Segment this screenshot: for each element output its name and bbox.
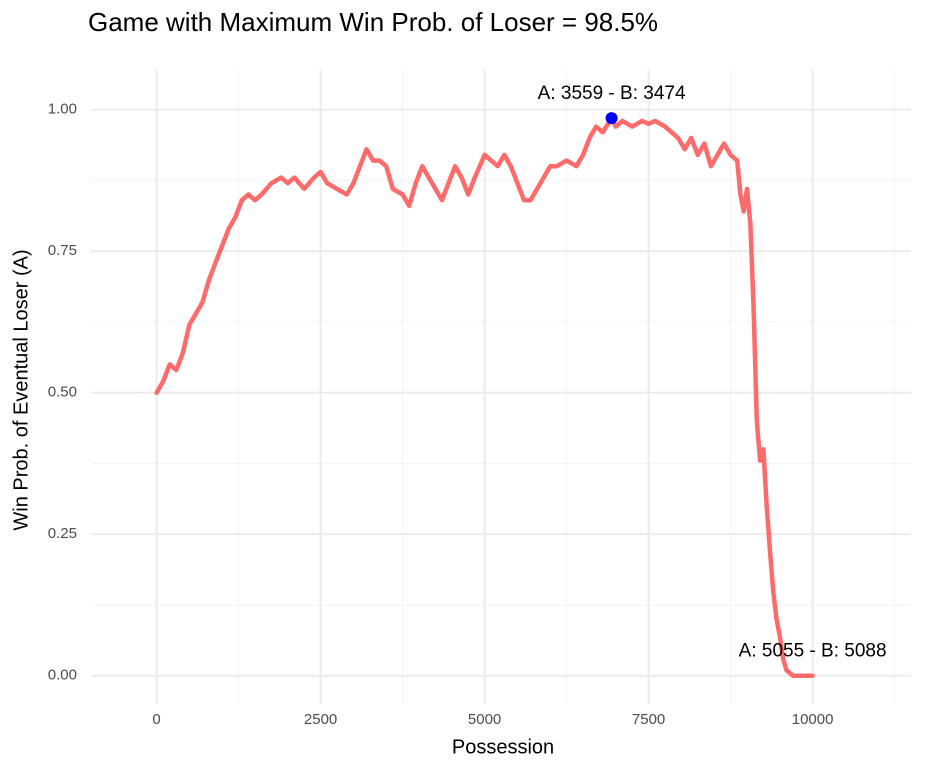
x-tick-label: 5000 xyxy=(468,711,501,728)
x-tick-label: 7500 xyxy=(632,711,665,728)
y-tick-label: 0.75 xyxy=(48,242,77,259)
annotation: A: 3559 - B: 3474 xyxy=(538,83,686,104)
y-tick-label: 1.00 xyxy=(48,101,77,118)
max-point xyxy=(605,112,618,125)
x-tick-label: 10000 xyxy=(792,711,834,728)
y-tick-label: 0.50 xyxy=(48,384,77,401)
y-tick-label: 0.00 xyxy=(48,667,77,684)
win-prob-line xyxy=(154,115,815,678)
x-tick-label: 0 xyxy=(152,711,160,728)
y-axis-label: Win Prob. of Eventual Loser (A) xyxy=(10,249,32,530)
x-tick-label: 2500 xyxy=(304,711,337,728)
chart-title: Game with Maximum Win Prob. of Loser = 9… xyxy=(88,7,658,37)
x-axis-label: Possession xyxy=(452,736,554,758)
annotation: A: 5055 - B: 5088 xyxy=(739,641,887,662)
y-tick-label: 0.25 xyxy=(48,525,77,542)
